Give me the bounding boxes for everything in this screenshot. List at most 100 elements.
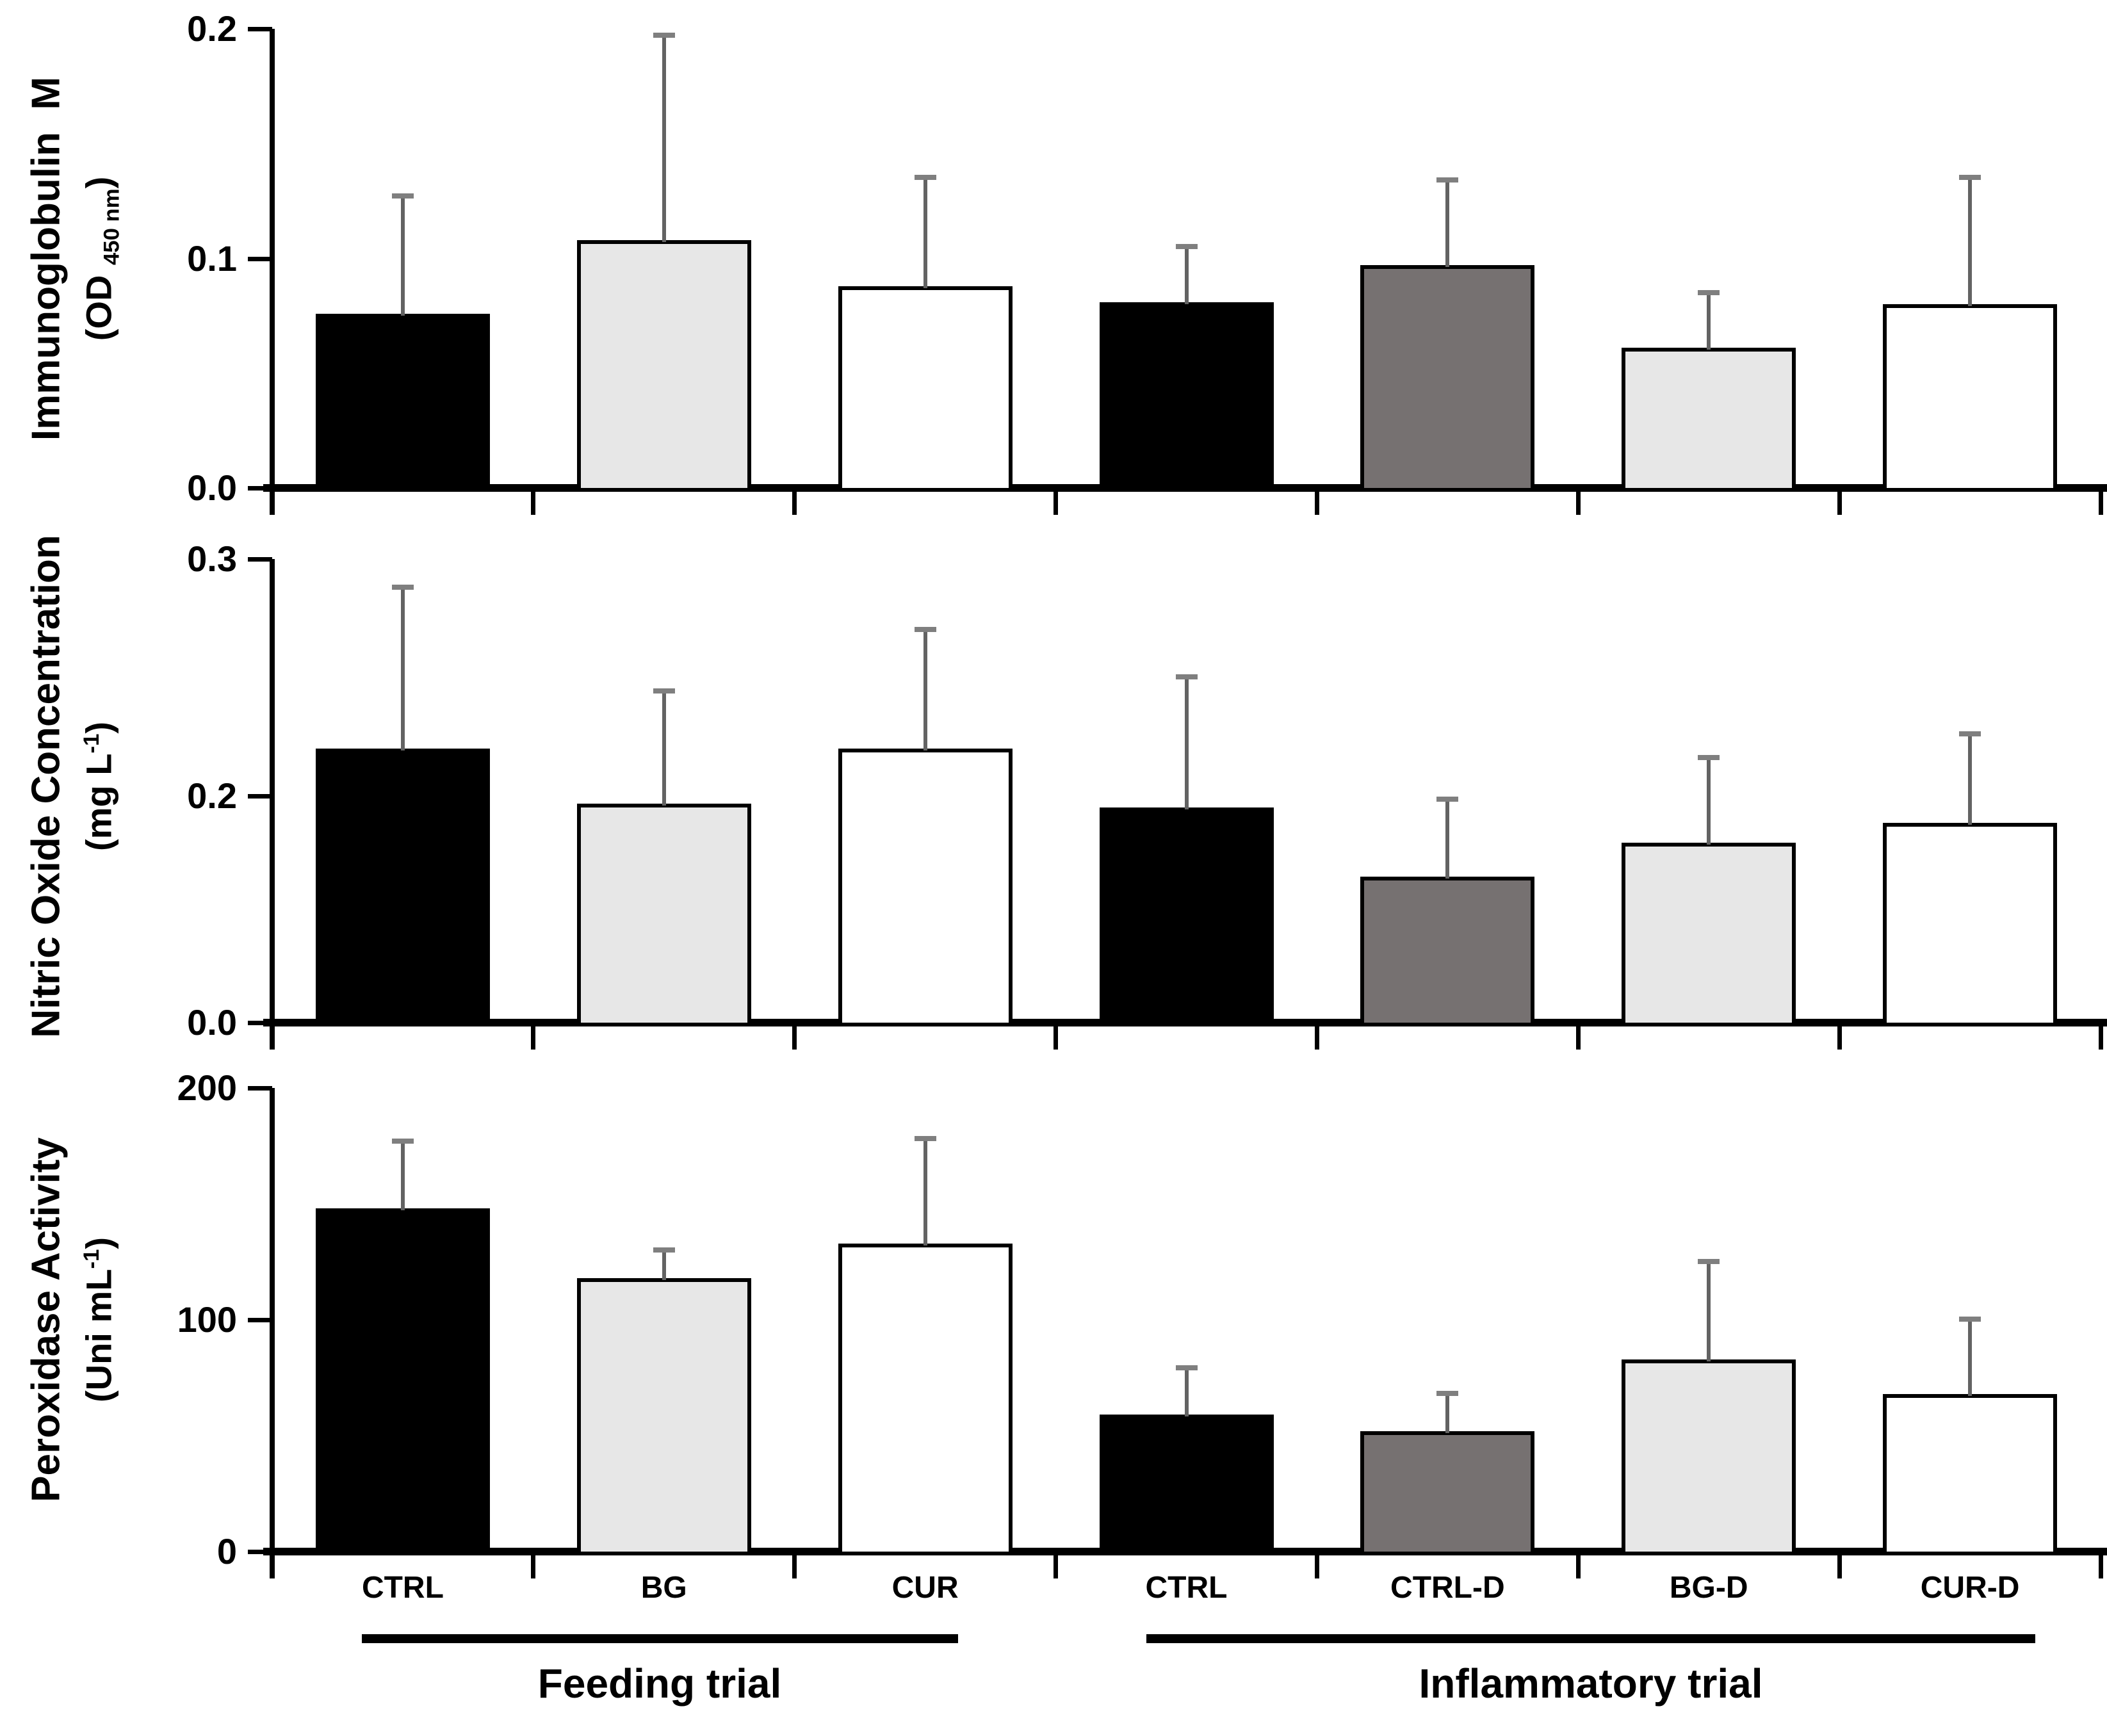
x-axis-tick bbox=[531, 1555, 536, 1578]
error-bar-cap-ctrl bbox=[391, 193, 414, 199]
bar-cur-d bbox=[1883, 304, 2058, 492]
error-bar-cap-cur-d bbox=[1959, 731, 1981, 737]
error-bar-cap-bg-d bbox=[1698, 755, 1720, 761]
x-axis-tick bbox=[1054, 1026, 1059, 1050]
y-tick-label: 0.1 bbox=[187, 238, 237, 279]
y-axis-tick bbox=[248, 1021, 272, 1025]
panel-nitric-oxide-plot: 0.0 0.2 0.3 bbox=[187, 541, 2107, 1050]
error-bar-cur bbox=[923, 175, 927, 288]
y-axis-tick bbox=[248, 27, 272, 31]
y-axis-unit-mg-per-l: (mg L-1) bbox=[78, 722, 119, 851]
panel-immunoglobulin-m-plot: 0.0 0.1 0.2 bbox=[187, 11, 2107, 515]
x-axis-tick bbox=[2098, 492, 2103, 515]
group-label-inflammatory-trial: Inflammatory trial bbox=[1419, 1660, 1763, 1707]
y-tick-label: 0.0 bbox=[187, 1002, 237, 1042]
y-axis-tick bbox=[248, 793, 272, 799]
bar-ctrl bbox=[315, 748, 490, 1026]
y-axis-line bbox=[270, 29, 275, 515]
bar-bg-d bbox=[1622, 842, 1796, 1026]
error-bar-cap-cur-d bbox=[1959, 175, 1981, 181]
error-bar-ctrl bbox=[400, 194, 405, 316]
x-axis-tick bbox=[1837, 492, 1842, 515]
bar-cur bbox=[838, 748, 1013, 1026]
x-axis-tick bbox=[1575, 1026, 1581, 1050]
category-label-ctrl: CTRL bbox=[361, 1571, 444, 1605]
category-label-ctrl: CTRL bbox=[1145, 1571, 1228, 1605]
y-axis-tick bbox=[248, 1318, 272, 1322]
error-bar-bg-d bbox=[1707, 290, 1711, 350]
y-axis-tick bbox=[248, 1550, 272, 1554]
error-bar-cap-ctrl bbox=[391, 1138, 414, 1144]
error-bar-ctrl bbox=[400, 1139, 405, 1211]
bar-bg-d bbox=[1622, 348, 1796, 492]
x-axis-tick bbox=[270, 492, 275, 515]
error-bar-cur bbox=[923, 1137, 927, 1245]
error-bar-bg bbox=[662, 33, 666, 242]
error-bar-ctrl-d bbox=[1445, 1391, 1450, 1433]
error-bar-cap-ctrl bbox=[1175, 243, 1198, 249]
error-bar-cap-ctrl bbox=[391, 584, 414, 590]
error-bar-cur bbox=[923, 628, 927, 750]
category-label-cur: CUR bbox=[891, 1571, 959, 1605]
y-tick-label: 0.2 bbox=[187, 8, 237, 49]
error-bar-cap-ctrl bbox=[1175, 1365, 1198, 1371]
y-axis-title-peroxidase-activity: Peroxidase Activity bbox=[24, 1137, 69, 1502]
x-axis-tick bbox=[1054, 1555, 1059, 1578]
feeding-trial-underline bbox=[362, 1634, 958, 1643]
x-axis-tick bbox=[1314, 1555, 1319, 1578]
bar-ctrl-d bbox=[1360, 265, 1535, 492]
x-axis-tick bbox=[1575, 492, 1581, 515]
error-bar-cap-cur-d bbox=[1959, 1317, 1981, 1322]
bar-bg bbox=[576, 804, 751, 1026]
error-bar-cap-bg bbox=[653, 33, 675, 38]
error-bar-ctrl bbox=[1184, 1366, 1189, 1417]
error-bar-cap-cur bbox=[914, 627, 936, 633]
bar-cur bbox=[838, 1243, 1013, 1555]
bar-bg-d bbox=[1622, 1359, 1796, 1555]
y-axis-unit-uni-per-ml: (Uni mL-1) bbox=[78, 1237, 119, 1402]
x-axis-tick bbox=[2098, 1026, 2103, 1050]
error-bar-cap-bg bbox=[653, 1247, 675, 1253]
bar-cur-d bbox=[1883, 823, 2058, 1026]
bar-ctrl-d bbox=[1360, 876, 1535, 1026]
y-axis-line bbox=[270, 1088, 275, 1578]
y-tick-label: 100 bbox=[177, 1299, 237, 1340]
error-bar-cur-d bbox=[1968, 732, 1973, 825]
category-label-ctrl-d: CTRL-D bbox=[1390, 1571, 1505, 1605]
y-axis-tick bbox=[248, 256, 272, 261]
error-bar-cap-cur bbox=[914, 175, 936, 181]
x-axis-tick bbox=[1054, 492, 1059, 515]
bar-cur-d bbox=[1883, 1393, 2058, 1555]
panel-peroxidase-plot: 0 100 200 bbox=[177, 1070, 2107, 1578]
y-tick-label: 0 bbox=[216, 1531, 237, 1571]
error-bar-cap-ctrl-d bbox=[1436, 1391, 1459, 1397]
bar-ctrl bbox=[1099, 1415, 1274, 1555]
y-axis-tick bbox=[248, 486, 272, 491]
x-axis-tick bbox=[270, 1555, 275, 1578]
y-tick-label: 0.0 bbox=[187, 467, 237, 508]
x-axis-tick bbox=[1314, 492, 1319, 515]
inflammatory-trial-underline bbox=[1146, 1634, 2035, 1643]
error-bar-bg bbox=[662, 1247, 666, 1280]
x-axis-tick bbox=[2098, 1555, 2103, 1578]
y-axis-title-nitric-oxide-concentration: Nitric Oxide Concentration bbox=[24, 535, 69, 1038]
error-bar-ctrl-d bbox=[1445, 178, 1450, 268]
y-axis-tick bbox=[248, 557, 272, 562]
error-bar-bg bbox=[662, 689, 666, 806]
x-axis-tick bbox=[1575, 1555, 1581, 1578]
error-bar-ctrl bbox=[400, 585, 405, 750]
x-axis-tick bbox=[792, 1026, 797, 1050]
bar-bg bbox=[576, 239, 751, 492]
group-label-feeding-trial: Feeding trial bbox=[537, 1660, 782, 1707]
error-bar-cap-bg-d bbox=[1698, 1258, 1720, 1264]
bar-ctrl bbox=[315, 313, 490, 492]
x-axis-tick bbox=[1837, 1026, 1842, 1050]
x-axis-tick bbox=[531, 1026, 536, 1050]
y-axis-title-immunoglobulin-m: Immunoglobulin M bbox=[24, 76, 69, 441]
error-bar-cur-d bbox=[1968, 1317, 1973, 1396]
y-axis-tick bbox=[248, 1086, 272, 1091]
error-bar-bg-d bbox=[1707, 756, 1711, 845]
bar-ctrl bbox=[1099, 302, 1274, 492]
category-label-bg: BG bbox=[640, 1571, 687, 1605]
